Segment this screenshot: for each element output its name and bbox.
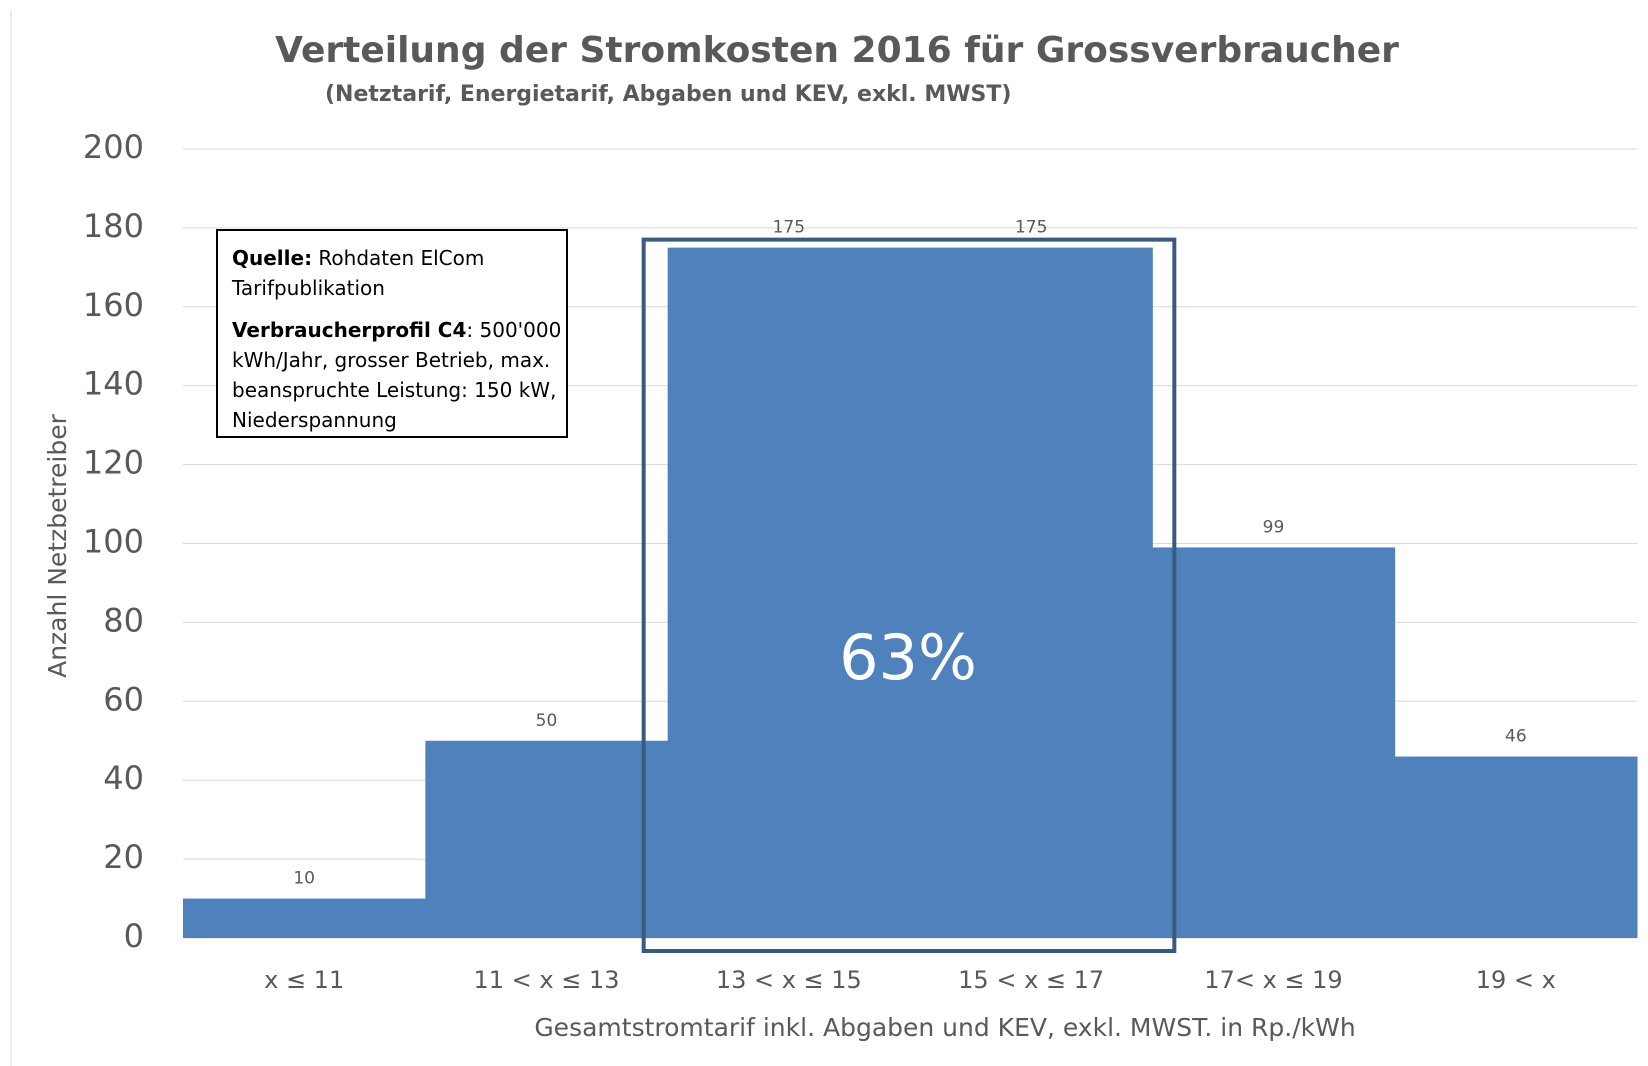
bar (910, 247, 1153, 938)
y-tick-label: 140 (83, 365, 144, 403)
chart-subtitle: (Netztarif, Energietarif, Abgaben und KE… (325, 82, 1011, 107)
highlight-frame (641, 237, 1177, 953)
y-tick-label: 180 (83, 207, 144, 245)
y-tick-label: 60 (103, 680, 144, 718)
data-label: 175 (1015, 218, 1047, 238)
y-tick-label: 120 (83, 444, 144, 482)
bar (183, 898, 426, 938)
source-text: Rohdaten ElCom Tarifpublikation (232, 246, 485, 300)
y-axis-title: Anzahl Netzbetreiber (43, 413, 72, 677)
x-tick-label: 11 < x ≤ 13 (473, 966, 619, 994)
x-axis-title: Gesamtstromtarif inkl. Abgaben und KEV, … (534, 1013, 1355, 1042)
data-label: 99 (1263, 517, 1285, 537)
source-label: Quelle: (232, 246, 313, 270)
y-tick-label: 160 (83, 286, 144, 324)
bar (667, 247, 911, 938)
data-label: 46 (1505, 727, 1527, 747)
x-tick-label: 13 < x ≤ 15 (716, 966, 862, 994)
source-line: Quelle: Rohdaten ElCom Tarifpublikation (232, 243, 566, 303)
bar (1394, 756, 1638, 938)
y-tick-label: 200 (83, 128, 144, 166)
data-label: 175 (773, 218, 805, 238)
profile-label: Verbraucherprofil C4 (232, 318, 467, 342)
highlight-label: 63% (839, 621, 977, 694)
x-tick-label: x ≤ 11 (264, 966, 344, 994)
data-label: 50 (536, 711, 558, 731)
x-tick-label: 19 < x (1476, 966, 1556, 994)
profile-line: Verbraucherprofil C4: 500'000 kWh/Jahr, … (232, 315, 566, 435)
source-box: Quelle: Rohdaten ElCom Tarifpublikation … (216, 229, 568, 438)
y-tick-label: 0 (124, 917, 144, 955)
chart-title: Verteilung der Stromkosten 2016 für Gros… (275, 30, 1399, 71)
y-tick-label: 40 (103, 759, 144, 797)
x-tick-label: 15 < x ≤ 17 (958, 966, 1104, 994)
y-tick-label: 20 (103, 838, 144, 876)
y-tick-label: 80 (103, 601, 144, 639)
profile-text: : 500'000 kWh/Jahr, grosser Betrieb, max… (232, 318, 562, 432)
x-tick-label: 17< x ≤ 19 (1204, 966, 1342, 994)
bar (425, 740, 669, 938)
data-label: 10 (293, 869, 315, 889)
bar (1152, 547, 1396, 938)
y-tick-label: 100 (83, 523, 144, 561)
